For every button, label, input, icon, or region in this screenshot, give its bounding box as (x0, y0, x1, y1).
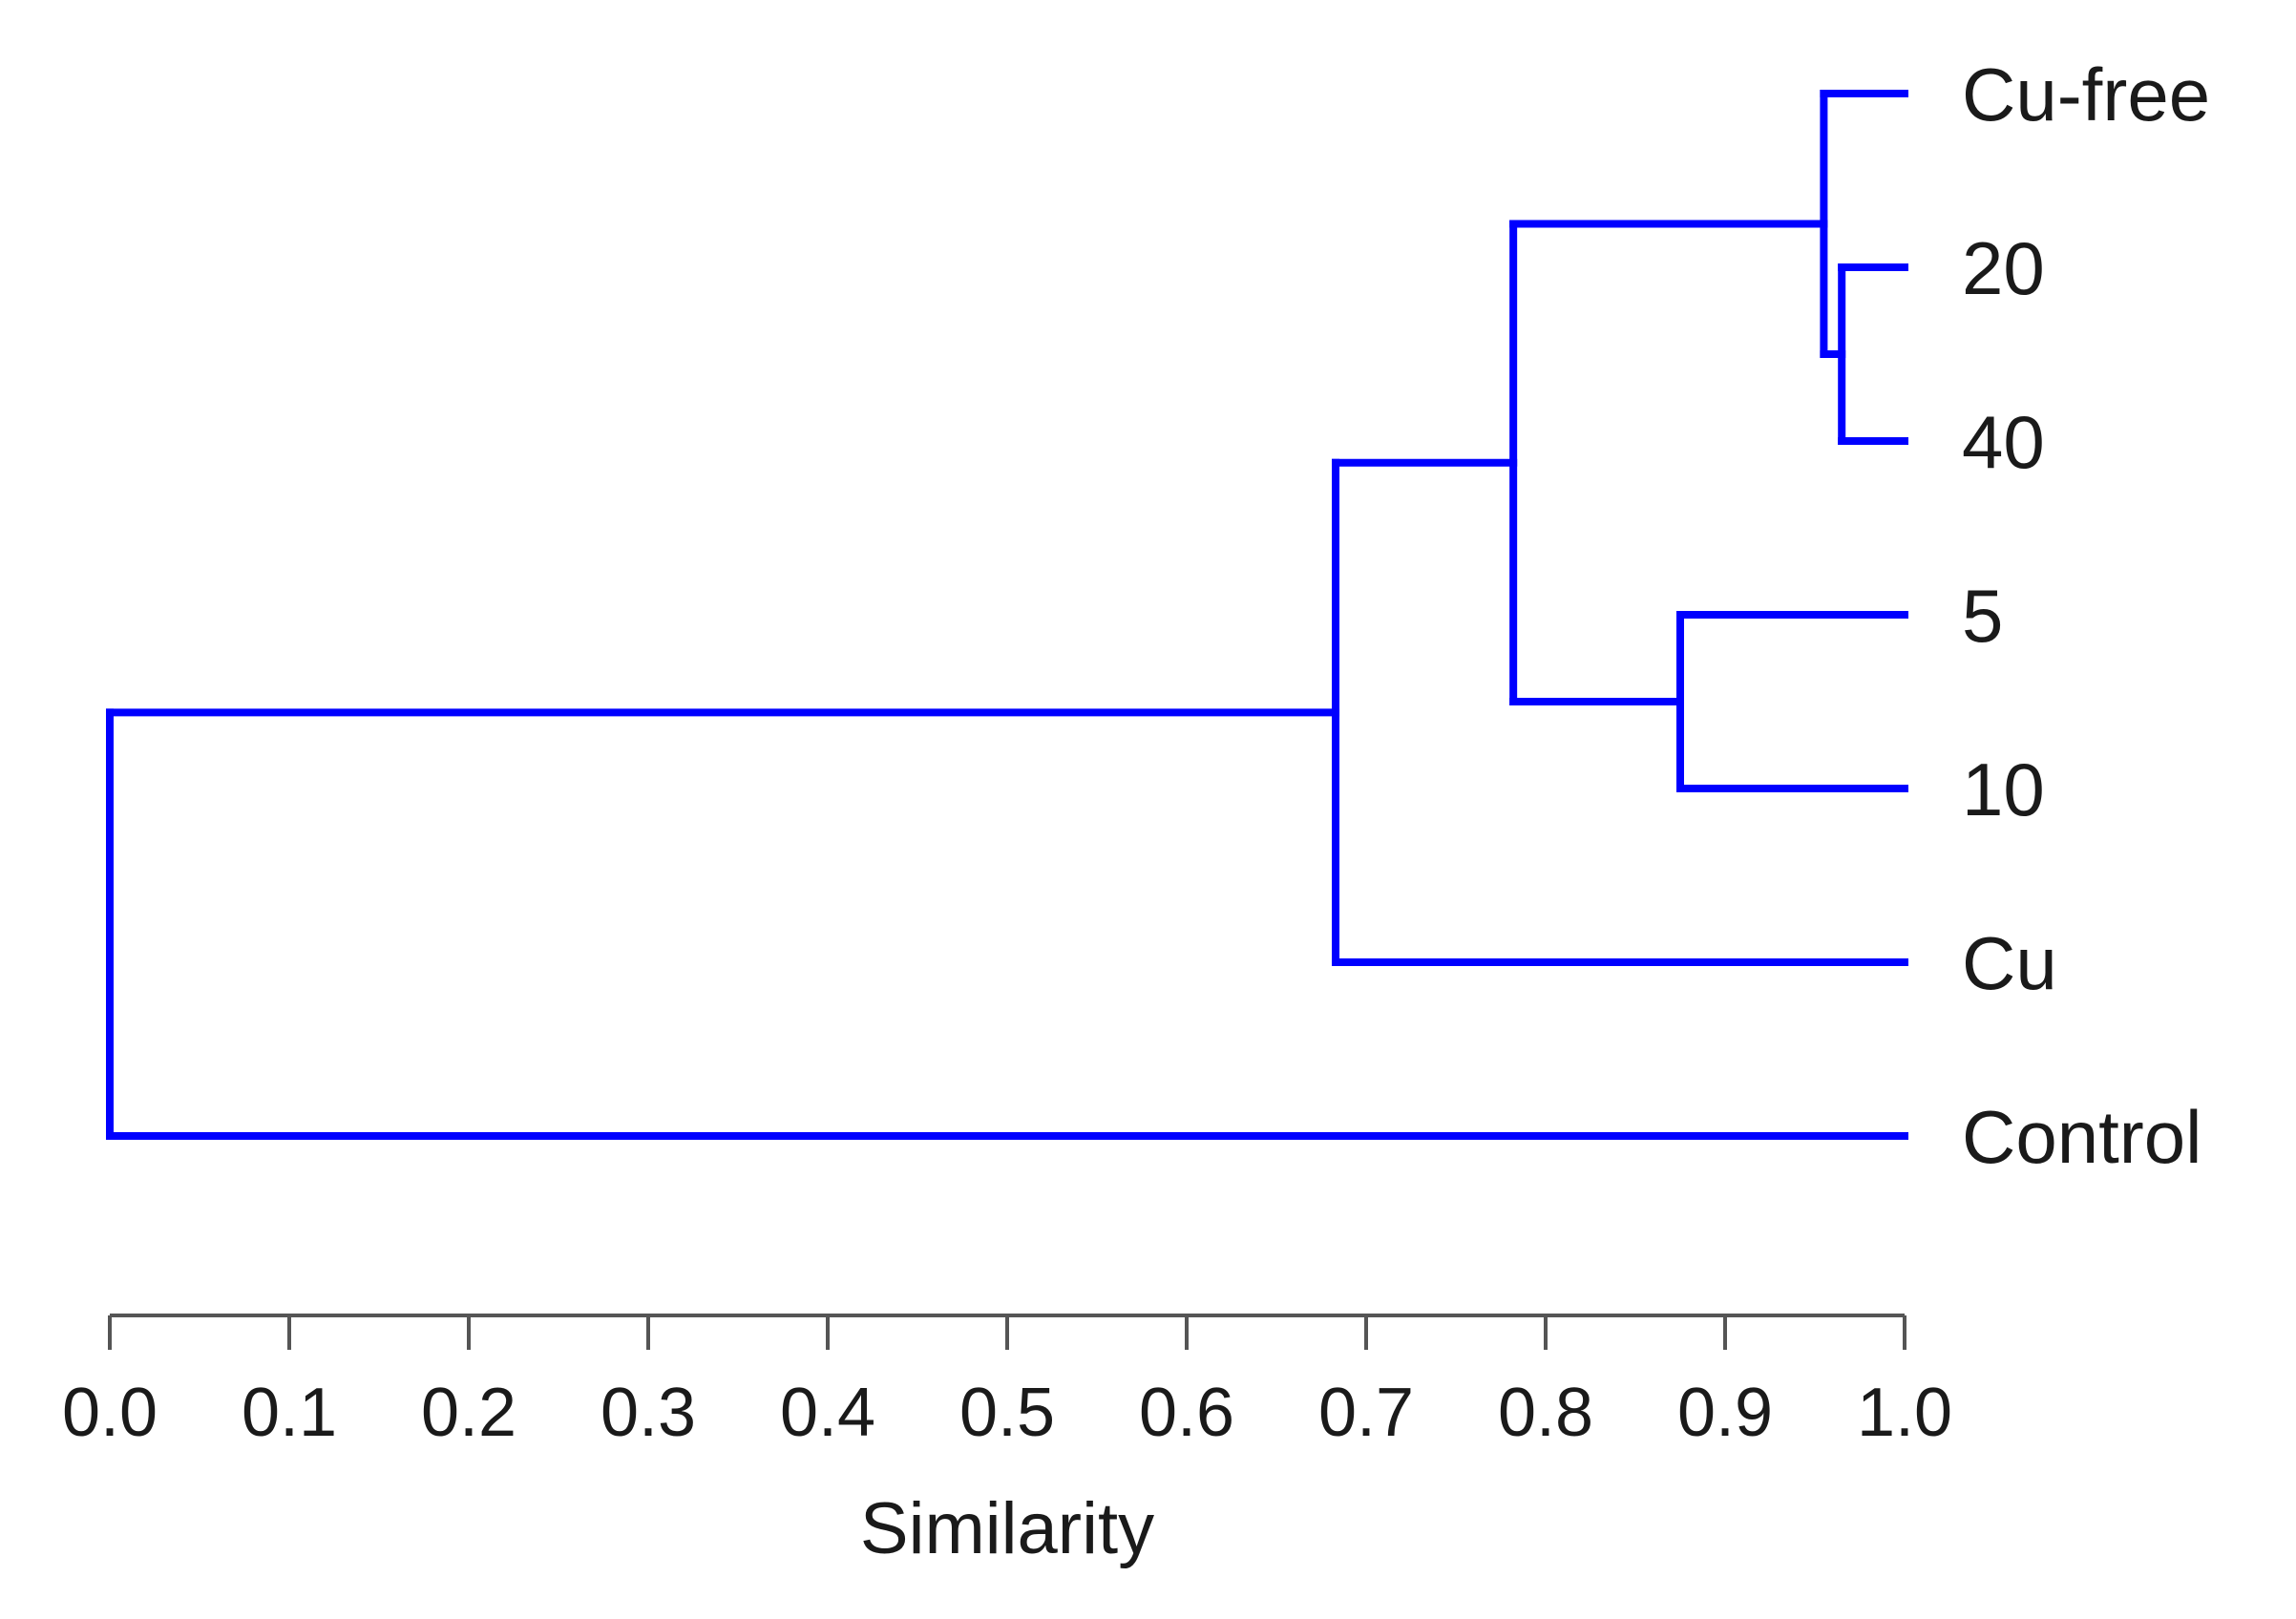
x-tick-label: 0.0 (62, 1375, 158, 1451)
x-axis-ticks: 0.0 0.1 0.2 0.3 0.4 0.5 0.6 0.7 0.8 0.9 1.0 (62, 1315, 1952, 1451)
leaf-label: Cu-free (1962, 53, 2210, 137)
x-axis-title: Similarity (860, 1488, 1154, 1569)
leaf-label: Cu (1962, 921, 2057, 1005)
leaf-label: 10 (1962, 747, 2045, 831)
x-tick-label: 0.6 (1139, 1375, 1234, 1451)
leaf-label: 5 (1962, 574, 2003, 658)
x-tick-label: 0.3 (600, 1375, 696, 1451)
x-tick-label: 0.9 (1677, 1375, 1773, 1451)
x-tick-label: 0.7 (1318, 1375, 1414, 1451)
x-tick-label: 1.0 (1857, 1375, 1952, 1451)
x-tick-label: 0.5 (959, 1375, 1055, 1451)
x-tick-label: 0.2 (421, 1375, 516, 1451)
leaf-label: 40 (1962, 400, 2045, 484)
leaf-labels: Cu-free 20 40 5 10 Cu Control (1962, 53, 2210, 1179)
x-tick-label: 0.1 (242, 1375, 337, 1451)
x-tick-label: 0.8 (1498, 1375, 1593, 1451)
leaf-label: 20 (1962, 226, 2045, 310)
leaf-label: Control (1962, 1095, 2201, 1179)
dendrogram-branches (106, 90, 1908, 1140)
x-tick-label: 0.4 (780, 1375, 875, 1451)
